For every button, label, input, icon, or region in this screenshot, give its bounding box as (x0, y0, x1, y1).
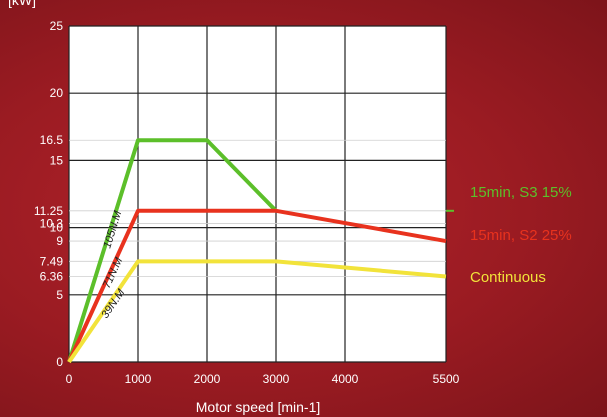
x-tick-4000: 4000 (332, 372, 359, 386)
x-tick-0: 0 (66, 372, 73, 386)
series-line-3 (67, 259, 447, 364)
x-tick-5500: 5500 (433, 372, 460, 386)
series-lines (67, 138, 447, 364)
series-line-1 (67, 138, 278, 363)
y-tick-9: 9 (56, 234, 63, 248)
x-tick-3000: 3000 (263, 372, 290, 386)
y-tick-15: 15 (50, 153, 64, 167)
x-tick-1000: 1000 (125, 372, 152, 386)
y-tick-11.25: 11.25 (34, 204, 63, 218)
y-axis-title: [kW] (8, 0, 36, 8)
y-tick-6.36: 6.36 (40, 270, 64, 284)
legend-entry-2: 15min, S2 25% (470, 227, 572, 244)
series-line-2 (67, 208, 447, 363)
legend: 15min, S3 15% 15min, S2 25% Continuous (446, 184, 572, 286)
y-tick-16.5: 16.5 (40, 133, 64, 147)
y-tick-25: 25 (50, 19, 64, 33)
y-tick-20: 20 (50, 86, 64, 100)
y-tick-0: 0 (56, 355, 63, 369)
vertical-gridlines (68, 26, 447, 362)
y-tick-5: 5 (56, 288, 63, 302)
x-axis-title: Motor speed [min-1] (196, 399, 321, 415)
y-tick-10: 10 (50, 221, 64, 235)
x-tick-2000: 2000 (194, 372, 221, 386)
y-tick-7.49: 7.49 (40, 254, 64, 268)
y-tick-10.3: 10.3 (40, 217, 64, 231)
legend-entry-1: 15min, S3 15% (470, 184, 572, 201)
legend-entry-3: Continuous (470, 269, 546, 286)
x-tick-labels: 0 1000 2000 3000 4000 5500 (66, 372, 460, 386)
